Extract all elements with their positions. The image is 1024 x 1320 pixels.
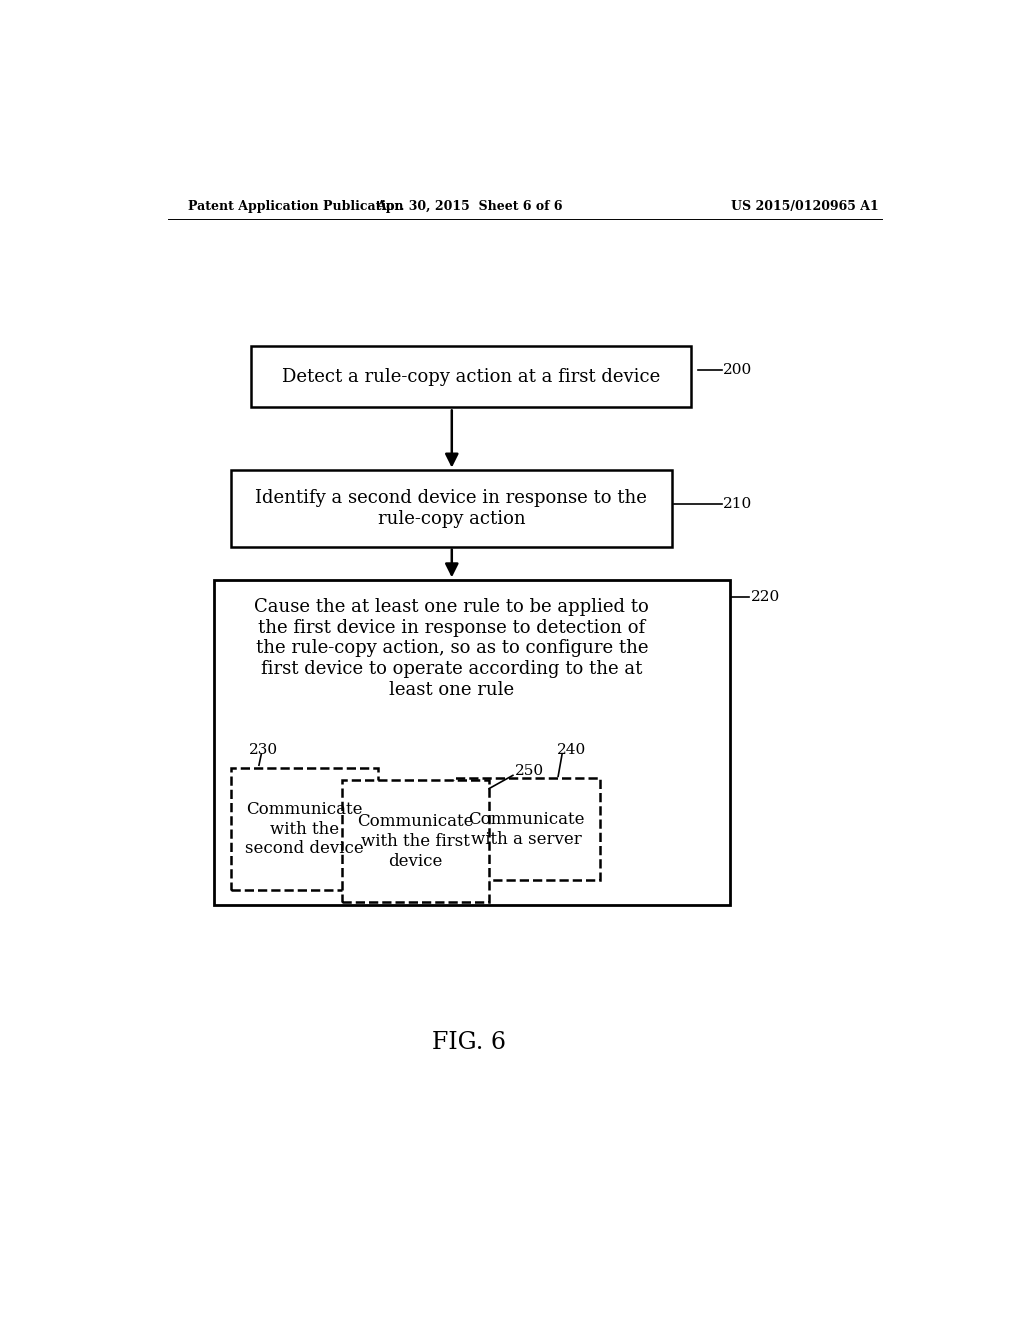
Text: 210: 210 bbox=[723, 496, 753, 511]
Bar bbox=[231, 470, 672, 546]
Text: Communicate
with a server: Communicate with a server bbox=[469, 810, 585, 847]
Bar bbox=[231, 768, 378, 890]
Bar bbox=[454, 779, 600, 880]
Text: Apr. 30, 2015  Sheet 6 of 6: Apr. 30, 2015 Sheet 6 of 6 bbox=[376, 199, 562, 213]
Text: Detect a rule-copy action at a first device: Detect a rule-copy action at a first dev… bbox=[282, 368, 660, 385]
Bar bbox=[214, 581, 729, 906]
Text: Communicate
with the first
device: Communicate with the first device bbox=[357, 813, 474, 870]
Text: Patent Application Publication: Patent Application Publication bbox=[187, 199, 403, 213]
Text: 230: 230 bbox=[249, 743, 278, 756]
Bar bbox=[251, 346, 691, 408]
Text: US 2015/0120965 A1: US 2015/0120965 A1 bbox=[731, 199, 879, 213]
Text: 220: 220 bbox=[751, 590, 780, 605]
Bar bbox=[342, 780, 489, 903]
Text: Identify a second device in response to the
rule-copy action: Identify a second device in response to … bbox=[255, 490, 647, 528]
Text: Communicate
with the
second device: Communicate with the second device bbox=[245, 801, 364, 857]
Text: 250: 250 bbox=[514, 764, 544, 779]
Text: 240: 240 bbox=[557, 743, 586, 756]
Text: 200: 200 bbox=[723, 363, 753, 376]
Text: Cause the at least one rule to be applied to
the first device in response to det: Cause the at least one rule to be applie… bbox=[254, 598, 649, 698]
Text: FIG. 6: FIG. 6 bbox=[432, 1031, 506, 1055]
